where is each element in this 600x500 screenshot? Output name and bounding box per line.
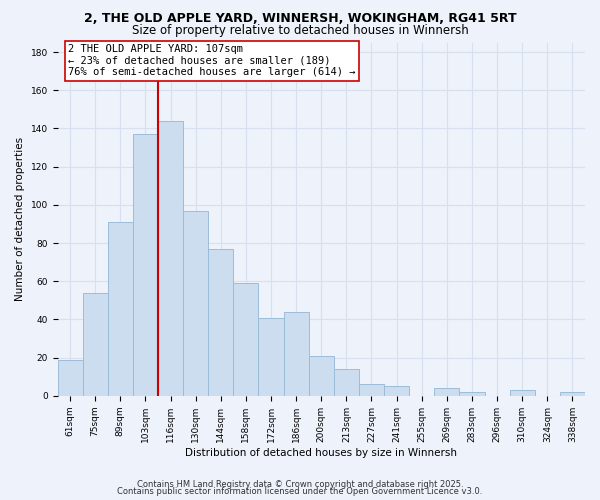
Text: 2, THE OLD APPLE YARD, WINNERSH, WOKINGHAM, RG41 5RT: 2, THE OLD APPLE YARD, WINNERSH, WOKINGH… xyxy=(83,12,517,26)
Bar xyxy=(233,283,259,396)
Text: 2 THE OLD APPLE YARD: 107sqm
← 23% of detached houses are smaller (189)
76% of s: 2 THE OLD APPLE YARD: 107sqm ← 23% of de… xyxy=(68,44,356,78)
Bar xyxy=(208,249,233,396)
Bar xyxy=(83,292,108,396)
Bar xyxy=(133,134,158,396)
Bar xyxy=(259,318,284,396)
Bar xyxy=(58,360,83,396)
Bar xyxy=(108,222,133,396)
Y-axis label: Number of detached properties: Number of detached properties xyxy=(15,137,25,301)
Bar xyxy=(309,356,334,396)
Bar xyxy=(509,390,535,396)
Bar xyxy=(158,121,183,396)
Text: Size of property relative to detached houses in Winnersh: Size of property relative to detached ho… xyxy=(131,24,469,37)
Bar xyxy=(359,384,384,396)
Text: Contains public sector information licensed under the Open Government Licence v3: Contains public sector information licen… xyxy=(118,488,482,496)
Bar xyxy=(183,210,208,396)
Bar xyxy=(384,386,409,396)
Bar xyxy=(284,312,309,396)
Bar xyxy=(434,388,460,396)
Bar xyxy=(460,392,485,396)
Bar xyxy=(334,369,359,396)
X-axis label: Distribution of detached houses by size in Winnersh: Distribution of detached houses by size … xyxy=(185,448,457,458)
Bar xyxy=(560,392,585,396)
Text: Contains HM Land Registry data © Crown copyright and database right 2025.: Contains HM Land Registry data © Crown c… xyxy=(137,480,463,489)
